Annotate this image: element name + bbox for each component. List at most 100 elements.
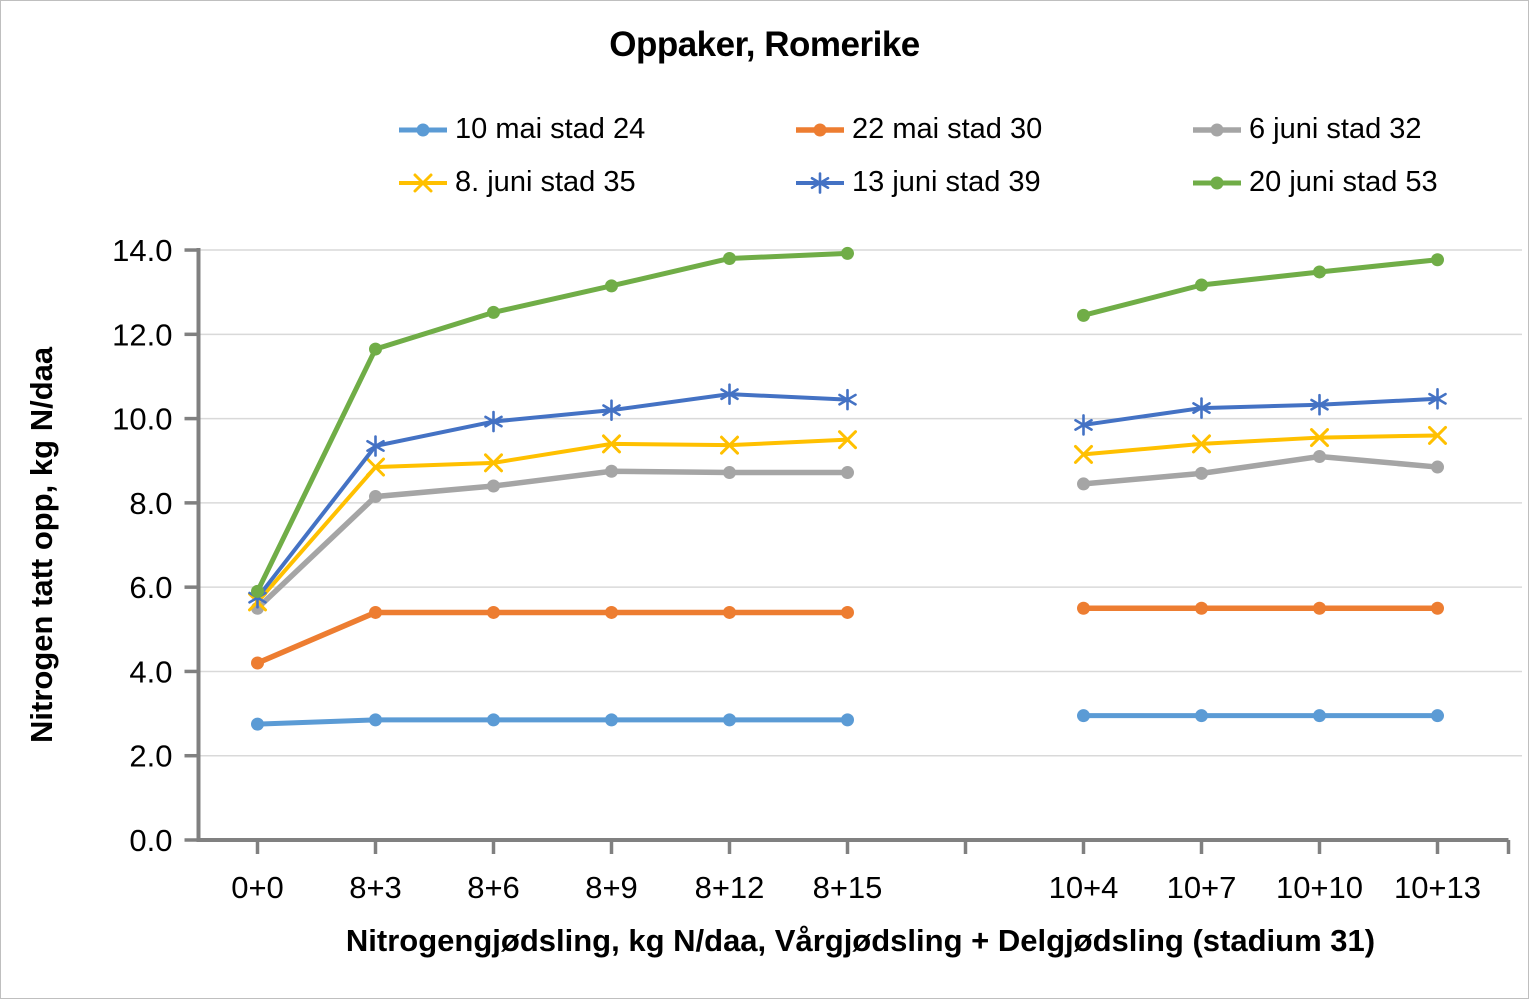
marker-x [720, 435, 739, 455]
series-line [1081, 257, 1440, 318]
marker-x [1310, 428, 1329, 448]
x-tick-label: 8+6 [467, 870, 520, 905]
marker-circle [369, 605, 382, 619]
marker-asterisk [1074, 414, 1093, 436]
y-tick-label: 12.0 [112, 317, 172, 352]
marker-circle [605, 279, 618, 293]
marker-x [484, 453, 503, 473]
marker-circle [841, 246, 854, 260]
marker-circle [723, 251, 736, 265]
marker-circle [487, 605, 500, 619]
marker-circle [416, 123, 430, 136]
x-tick-label: 8+15 [813, 870, 883, 905]
x-axis-title: Nitrogengjødsling, kg N/daa, Vårgjødslin… [345, 923, 1376, 958]
series-line [254, 609, 851, 666]
series-line [255, 392, 850, 600]
series-1 [251, 709, 1444, 731]
x-tick-label: 10+13 [1394, 870, 1481, 905]
legend-label: 10 mai stad 24 [455, 113, 646, 145]
marker-circle [1077, 477, 1090, 491]
chart-title: Oppaker, Romerike [609, 25, 920, 64]
marker-circle [1195, 278, 1208, 292]
y-tick-label: 10.0 [112, 402, 172, 437]
series-5 [248, 383, 1447, 609]
legend-label: 8. juni stad 35 [455, 166, 636, 198]
marker-circle [813, 123, 827, 136]
marker-circle [1210, 176, 1224, 189]
x-tick-label: 0+0 [231, 870, 284, 905]
marker-circle [1195, 601, 1208, 615]
legend-item-5: 13 juni stad 39 [794, 166, 1191, 199]
series-2 [251, 601, 1444, 670]
marker-circle [1313, 709, 1326, 723]
series-line [1081, 396, 1440, 427]
marker-circle [1077, 709, 1090, 723]
y-tick-label: 6.0 [129, 570, 172, 605]
marker-circle [251, 584, 264, 598]
legend-label: 20 juni stad 53 [1249, 166, 1438, 198]
marker-circle [487, 479, 500, 493]
legend-item-3: 6 juni stad 32 [1191, 113, 1438, 146]
marker-circle [251, 656, 264, 670]
marker-circle [1077, 308, 1090, 322]
marker-circle [723, 466, 736, 480]
marker-circle [841, 466, 854, 480]
marker-x [838, 430, 857, 450]
marker-x [1428, 425, 1447, 445]
marker-circle [369, 490, 382, 504]
marker-asterisk [602, 399, 621, 421]
series-line [1080, 453, 1441, 487]
legend-marker-icon [796, 171, 844, 194]
marker-circle [723, 713, 736, 727]
marker-asterisk [810, 171, 830, 194]
legend-label: 22 mai stad 30 [852, 113, 1043, 145]
marker-x [413, 173, 433, 192]
marker-x [1192, 434, 1211, 454]
legend-item-1: 10 mai stad 24 [397, 113, 794, 146]
marker-circle [487, 713, 500, 727]
marker-circle [605, 464, 618, 478]
marker-x [366, 457, 385, 477]
legend-marker-icon [1193, 176, 1241, 189]
marker-asterisk [484, 410, 503, 433]
x-tick-label: 8+3 [349, 870, 402, 905]
marker-circle [1313, 601, 1326, 615]
marker-circle [1313, 450, 1326, 464]
legend-marker-icon [399, 173, 447, 192]
legend-marker-icon [796, 123, 844, 136]
series-line [255, 250, 850, 594]
x-tick-label: 10+10 [1276, 870, 1363, 905]
marker-circle [1431, 709, 1444, 723]
y-tick-label: 0.0 [129, 823, 172, 858]
marker-circle [1431, 460, 1444, 474]
legend: 10 mai stad 24 22 mai stad 30 6 juni stad … [397, 113, 1438, 199]
marker-x [602, 434, 621, 454]
legend-item-2: 22 mai stad 30 [794, 113, 1191, 146]
marker-circle [723, 605, 736, 619]
marker-circle [251, 717, 264, 731]
y-tick-label: 8.0 [129, 486, 172, 521]
marker-asterisk [1428, 387, 1447, 410]
marker-circle [1313, 265, 1326, 279]
series-line [255, 717, 850, 727]
series-6 [251, 246, 1444, 598]
y-tick-label: 14.0 [112, 233, 172, 268]
marker-x [1074, 444, 1093, 464]
marker-asterisk [720, 383, 739, 405]
series-4 [248, 425, 1447, 612]
x-tick-label: 10+4 [1049, 870, 1119, 905]
marker-asterisk [838, 388, 857, 411]
marker-circle [605, 713, 618, 727]
y-tick-label: 2.0 [129, 739, 172, 774]
marker-circle [1195, 466, 1208, 480]
x-tick-label: 8+12 [695, 870, 765, 905]
marker-circle [487, 305, 500, 319]
series-line [254, 468, 851, 611]
marker-circle [369, 713, 382, 727]
series-line [255, 437, 850, 604]
marker-circle [369, 342, 382, 356]
legend-label: 13 juni stad 39 [852, 166, 1041, 198]
legend-item-6: 20 juni stad 53 [1191, 166, 1438, 199]
